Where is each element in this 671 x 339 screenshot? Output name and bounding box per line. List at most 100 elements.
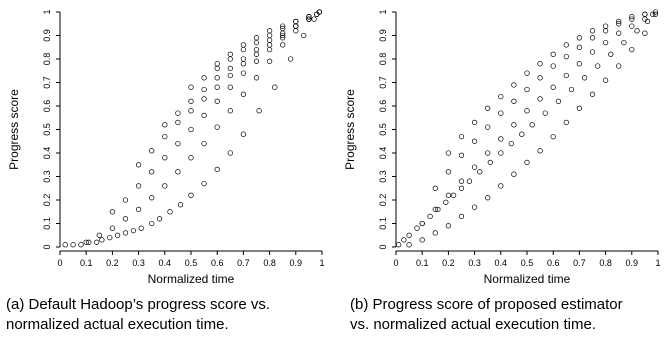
- scatter-point: [240, 42, 247, 48]
- scatter-point: [529, 122, 535, 128]
- y-tick-label: 0.4: [42, 147, 52, 160]
- scatter-point: [435, 206, 441, 213]
- y-axis-title: Progress score: [7, 89, 21, 170]
- scatter-point: [227, 84, 233, 90]
- scatter-point: [293, 18, 299, 25]
- scatter-point: [542, 110, 548, 116]
- scatter-point: [589, 28, 596, 34]
- scatter-point: [188, 192, 194, 198]
- scatter-point: [70, 242, 76, 248]
- x-tick-label: 0.1: [80, 258, 93, 268]
- y-tick-label: 0.5: [42, 123, 52, 136]
- scatter-point: [253, 51, 260, 57]
- chart-panel-a: 0 0.1 0.2 0.3 0.4 0.5 0.6 0.7 0.8 0.9 1 0 0.1 0.2 0.3 0…: [0, 0, 335, 339]
- scatter-point: [419, 237, 425, 243]
- y-tick-label: 0.8: [378, 53, 388, 66]
- y-tick-label: 0.4: [378, 147, 388, 160]
- scatter-point: [616, 63, 622, 69]
- scatter-point: [589, 49, 596, 55]
- scatter-point: [188, 84, 194, 90]
- scatter-point: [266, 46, 273, 53]
- scatter-point: [109, 225, 116, 231]
- scatter-point: [537, 148, 543, 154]
- scatter-point: [581, 75, 588, 81]
- scatter-point: [266, 32, 273, 39]
- scatter-point: [135, 206, 142, 213]
- scatter-point: [122, 197, 129, 203]
- scatter-point: [188, 126, 194, 133]
- scatter-point: [280, 25, 286, 32]
- scatter-point: [652, 11, 659, 17]
- scatter-point: [555, 98, 562, 104]
- caption-a-line2: normalized actual execution time.: [6, 316, 229, 333]
- scatter-point: [201, 112, 207, 119]
- scatter-point: [266, 37, 273, 43]
- x-tick-label: 0.6: [211, 258, 224, 268]
- scatter-point: [563, 42, 569, 48]
- scatter-point: [201, 75, 207, 81]
- scatter-point: [458, 185, 465, 191]
- scatter-point: [301, 32, 307, 39]
- scatter-plot-b: 0 0.1 0.2 0.3 0.4 0.5 0.6 0.7 0.8 0.9 1 0 0.1 0.2 0.3 0…: [343, 9, 661, 286]
- scatter-point: [634, 28, 640, 34]
- scatter-point: [498, 150, 504, 156]
- scatter-point: [227, 72, 233, 79]
- scatter-point: [162, 122, 168, 128]
- scatter-point: [445, 150, 452, 156]
- scatter-point: [576, 61, 583, 67]
- x-tick-label: 0.8: [263, 258, 276, 268]
- x-tick-label: 0: [393, 258, 398, 268]
- scatter-point: [280, 42, 286, 48]
- scatter-point: [629, 14, 635, 20]
- scatter-point: [445, 223, 452, 229]
- scatter-point: [253, 35, 260, 41]
- scatter-point: [471, 204, 478, 210]
- scatter-point: [227, 150, 233, 156]
- scatter-point: [616, 18, 622, 25]
- scatter-point: [214, 75, 220, 81]
- scatter-point: [227, 56, 233, 62]
- scatter-point: [316, 9, 323, 15]
- caption-b-line1: (b) Progress score of proposed estimator: [350, 296, 623, 313]
- scatter-point: [130, 227, 137, 234]
- scatter-point: [432, 206, 438, 213]
- y-tick-label: 0.6: [42, 100, 52, 113]
- scatter-point: [595, 63, 601, 69]
- scatter-point: [214, 84, 220, 90]
- y-tick-label: 0.6: [378, 100, 388, 113]
- scatter-point: [149, 148, 155, 154]
- scatter-point: [511, 98, 517, 104]
- scatter-point: [240, 46, 247, 53]
- x-tick-label: 0.1: [416, 258, 429, 268]
- scatter-point: [511, 82, 517, 88]
- scatter-point: [214, 65, 220, 72]
- x-axis-title: Normalized time: [484, 272, 571, 286]
- scatter-point: [272, 84, 278, 90]
- scatter-point: [280, 23, 286, 29]
- scatter-point: [78, 242, 84, 248]
- scatter-points: [62, 9, 323, 248]
- x-tick-label: 0.5: [521, 258, 534, 268]
- scatter-point: [445, 192, 452, 198]
- x-tick-label: 0.3: [132, 258, 145, 268]
- scatter-point: [550, 51, 556, 57]
- scatter-point: [485, 195, 491, 201]
- y-tick-label: 0.2: [378, 194, 388, 207]
- scatter-point: [201, 140, 207, 147]
- scatter-plot-a: 0 0.1 0.2 0.3 0.4 0.5 0.6 0.7 0.8 0.9 1 0 0.1 0.2 0.3 0…: [7, 9, 325, 286]
- scatter-point: [253, 58, 260, 64]
- scatter-point: [498, 136, 504, 142]
- scatter-point: [406, 242, 412, 248]
- scatter-point: [162, 155, 168, 161]
- scatter-point: [642, 30, 648, 36]
- scatter-point: [214, 98, 220, 104]
- scatter-point: [427, 213, 433, 220]
- scatter-point: [537, 75, 543, 81]
- x-axis-title: Normalized time: [148, 272, 235, 286]
- scatter-point: [608, 51, 614, 57]
- x-tick-label: 0.7: [237, 258, 250, 268]
- scatter-point: [227, 51, 233, 57]
- scatter-point: [511, 122, 517, 128]
- scatter-point: [96, 232, 102, 238]
- y-tick-label: 0: [378, 244, 388, 249]
